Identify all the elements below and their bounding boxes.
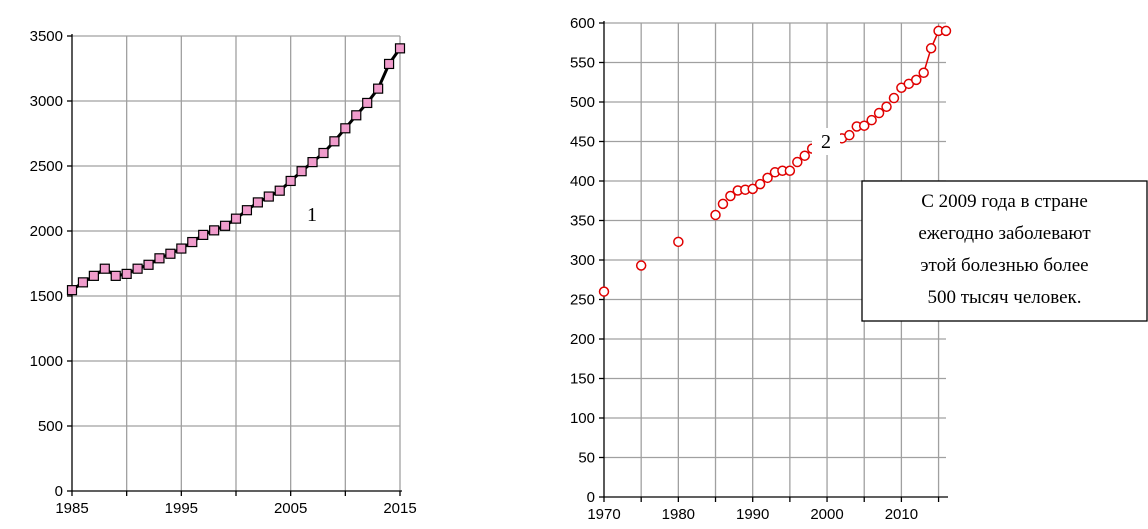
chart2-point: [888, 92, 900, 104]
chart1-y-tick-label: 1500: [30, 288, 63, 305]
chart2-annotation-line: ежегодно заболевают: [918, 223, 1091, 244]
chart2-point: [799, 150, 810, 161]
chart2-y-tick-label: 200: [570, 331, 595, 348]
chart2-point: [925, 43, 937, 54]
chart2-point: [635, 260, 647, 271]
chart2-annotation-line: этой болезнью более: [920, 255, 1088, 276]
chart1-y-tick-label: 3000: [30, 93, 63, 110]
chart1-point: [198, 229, 209, 240]
chart1-point: [285, 175, 296, 187]
chart1-x-tick-label: 2005: [274, 500, 307, 517]
chart2-x-tick-label: 1970: [587, 506, 620, 523]
chart1-point: [165, 248, 176, 259]
chart1-point: [373, 83, 384, 94]
chart2-y-tick-label: 50: [578, 450, 595, 467]
chart2-point: [717, 198, 729, 210]
chart1-x-tick-label: 1995: [165, 500, 198, 517]
chart1-point: [263, 191, 274, 202]
chart2-point: [858, 120, 870, 131]
chart2-point: [873, 107, 885, 119]
chart1-x-tick-label: 1985: [55, 500, 88, 517]
chart2-point: [784, 165, 796, 176]
chart-2-new-cases: 0 50 100 150 200 250 300 350 400 450 500 550 600 1970…: [570, 15, 1148, 523]
chart2-y-tick-label: 150: [570, 371, 595, 388]
chart2-y-tick-label: 0: [587, 489, 595, 506]
chart1-point: [307, 157, 318, 168]
chart2-point: [762, 172, 773, 184]
chart1-y-tick-label: 500: [38, 418, 63, 435]
chart2-point: [911, 74, 922, 86]
chart2-y-tick-label: 300: [570, 252, 595, 269]
chart2-point: [710, 209, 721, 221]
chart1-point: [154, 253, 165, 264]
chart2-point: [866, 114, 877, 126]
chart2-x-tick-label: 2010: [885, 506, 918, 523]
chart2-point: [725, 190, 736, 202]
chart1-point: [340, 123, 351, 134]
chart1-point: [121, 268, 132, 279]
chart2-point: [598, 286, 610, 297]
chart2-y-tick-label: 600: [570, 15, 595, 32]
chart2-y-tick-label: 400: [570, 173, 595, 190]
chart1-y-tick-label: 0: [55, 483, 63, 500]
chart2-point: [673, 236, 684, 248]
chart1-point: [219, 220, 231, 231]
chart1-point: [110, 270, 121, 281]
chart2-y-tick-label: 250: [570, 292, 595, 309]
chart2-point: [940, 25, 952, 37]
chart1-point: [383, 58, 395, 70]
chart1-label-bg: [298, 202, 326, 228]
chart2-y-tick-label: 500: [570, 94, 595, 111]
chart1-point: [318, 147, 329, 159]
chart2-annotation-box: [861, 180, 1148, 322]
chart2-y-tick-label: 550: [570, 55, 595, 72]
chart1-y-tick-label: 2000: [30, 223, 63, 240]
chart2-point: [844, 129, 855, 141]
chart1-y-tick-label: 1000: [30, 353, 63, 370]
chart1-point: [274, 185, 285, 196]
chart2-y-tick-label: 100: [570, 410, 595, 427]
chart1-point: [77, 277, 89, 288]
chart2-annotation-line: С 2009 года в стране: [921, 191, 1088, 212]
chart1-point: [296, 166, 307, 177]
chart2-y-tick-label: 350: [570, 213, 595, 230]
chart2-curve-label: 2: [821, 131, 831, 153]
chart2-point: [792, 156, 803, 168]
chart2-x-tick-label: 1990: [736, 506, 769, 523]
chart1-curve-label: 1: [307, 204, 317, 226]
chart1-y-tick-label: 3500: [30, 28, 63, 45]
chart2-point: [881, 101, 892, 112]
chart-1-total-cases: 0 500 1000 1500 2000 2500 3000 3500 1985 1995 2005…: [30, 28, 417, 517]
chart1-point: [66, 285, 78, 296]
chart1-point: [88, 270, 99, 281]
chart1-point: [187, 236, 198, 248]
chart2-y-tick-label: 450: [570, 134, 595, 151]
chart1-x-tick-label: 2015: [383, 500, 416, 517]
chart2-x-tick-label: 1980: [662, 506, 695, 523]
chart2-point: [747, 183, 758, 195]
chart2-annotation-line: 500 тысяч человек.: [927, 287, 1081, 308]
chart1-point: [241, 205, 253, 216]
chart2-x-tick-label: 2000: [810, 506, 843, 523]
chart1-point: [351, 110, 362, 121]
chart1-point: [176, 243, 187, 254]
chart1-point: [252, 197, 263, 208]
chart1-point: [209, 225, 220, 236]
chart1-point: [394, 43, 406, 54]
chart2-label-bg: [812, 128, 840, 155]
chart1-y-tick-label: 2500: [30, 158, 63, 175]
chart1-point: [99, 263, 110, 274]
chart1-point: [362, 97, 373, 109]
chart1-point: [230, 213, 242, 224]
chart1-point: [329, 136, 340, 147]
chart1-point: [132, 263, 143, 274]
chart2-point: [754, 178, 766, 190]
chart1-point: [143, 259, 154, 270]
chart2-point: [918, 67, 929, 79]
